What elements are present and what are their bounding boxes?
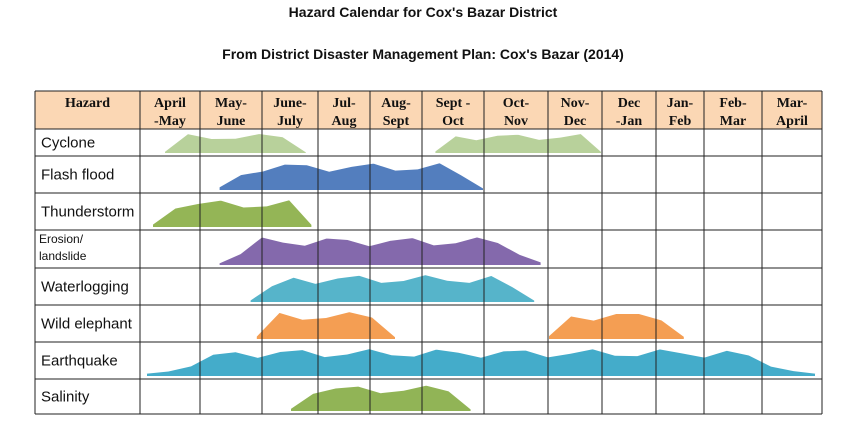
month-label: April	[154, 96, 186, 111]
month-label: Nov	[504, 114, 528, 129]
month-label: June	[217, 114, 246, 129]
month-label: Nov-	[561, 96, 590, 111]
month-label: Dec	[564, 114, 587, 129]
month-label: Aug	[332, 114, 357, 129]
hazard-label: Thunderstorm	[41, 204, 134, 221]
hazard-band	[433, 131, 603, 155]
month-label: Jul-	[332, 96, 356, 111]
month-label: Sept -	[436, 96, 471, 111]
hazard-band	[254, 310, 397, 341]
month-label: Oct	[442, 114, 464, 129]
hazard-band	[151, 198, 314, 229]
header-row	[35, 91, 822, 129]
month-label: Jan-	[667, 96, 694, 111]
month-label: -May	[154, 114, 186, 129]
month-label: Aug-	[381, 96, 411, 111]
hazard-band	[248, 273, 537, 304]
month-label: July	[277, 114, 303, 129]
hazard-label: Salinity	[41, 389, 90, 406]
month-label: -Jan	[616, 114, 643, 129]
month-label: Feb	[669, 114, 692, 129]
header-hazard: Hazard	[65, 96, 110, 111]
chart-subtitle: From District Disaster Management Plan: …	[222, 46, 624, 62]
hazard-band	[163, 131, 308, 155]
hazard-label: Waterlogging	[41, 279, 129, 296]
hazard-band	[547, 311, 686, 341]
hazard-label: Erosion/	[39, 232, 84, 246]
month-label: Mar-	[777, 96, 808, 111]
month-label: Mar	[720, 114, 746, 129]
hazard-label: Flash flood	[41, 167, 114, 184]
hazard-band	[289, 383, 473, 413]
hazard-label: landslide	[39, 249, 87, 263]
hazard-label: Earthquake	[41, 353, 118, 370]
hazard-band	[145, 347, 817, 378]
hazard-band	[217, 235, 543, 267]
hazard-label: Cyclone	[41, 135, 95, 152]
hazard-label: Wild elephant	[41, 316, 133, 333]
hazard-band	[217, 161, 485, 192]
month-label: Dec	[618, 96, 641, 111]
month-label: May-	[215, 96, 247, 111]
month-label: Oct-	[503, 96, 530, 111]
month-label: June-	[273, 96, 307, 111]
month-label: April	[776, 114, 808, 129]
chart-title: Hazard Calendar for Cox's Bazar District	[288, 4, 558, 20]
month-label: Sept	[383, 114, 410, 129]
month-label: Feb-	[719, 96, 747, 111]
